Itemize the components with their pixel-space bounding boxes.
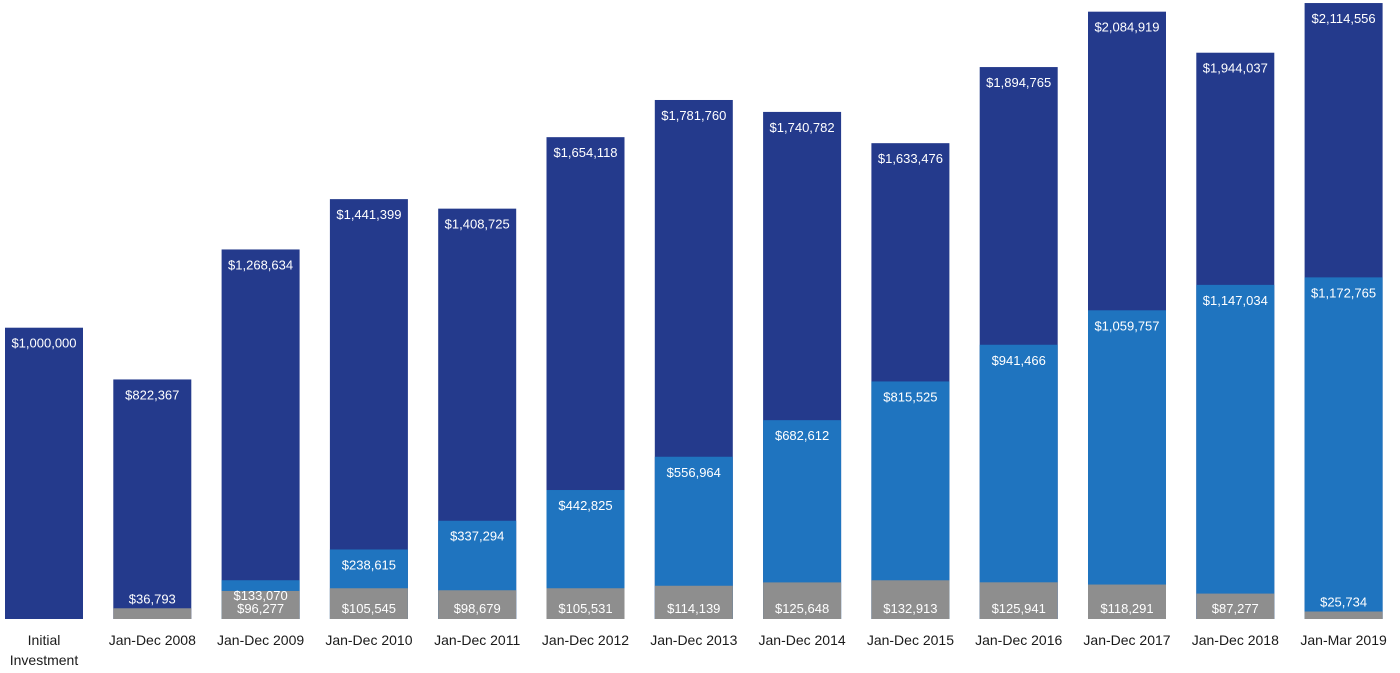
data-label: $133,070 [233,588,287,603]
bar-series-2 [871,381,950,619]
x-tick-label: Jan-Dec 2018 [1192,632,1279,648]
data-label: $1,408,725 [445,217,510,232]
data-label: $682,612 [775,428,829,443]
bar-series-3 [546,588,625,619]
x-tick-label: Jan-Dec 2014 [759,632,846,648]
x-tick-label: Investment [10,652,79,668]
data-label: $1,944,037 [1203,61,1268,76]
data-label: $118,291 [1100,601,1153,616]
data-label: $1,633,476 [878,151,943,166]
bar-series-3 [763,582,842,619]
bar-series-3 [1088,584,1166,619]
data-label: $98,679 [454,601,501,616]
data-label: $132,913 [883,601,937,616]
data-label: $1,441,399 [336,207,401,222]
data-label: $2,084,919 [1094,20,1159,35]
bar-series-2 [1304,277,1383,619]
data-label: $1,147,034 [1203,293,1268,308]
data-label: $1,781,760 [661,108,726,123]
bar-series-2 [1196,284,1275,619]
bar-series-3 [979,582,1058,619]
x-tick-label: Jan-Dec 2013 [650,632,737,648]
data-label: $1,654,118 [553,145,617,160]
data-label: $815,525 [883,389,937,404]
data-label: $125,648 [775,601,829,616]
x-tick-label: Jan-Dec 2011 [434,632,520,648]
x-tick-label: Jan-Dec 2010 [325,632,412,648]
data-label: $96,277 [237,601,284,616]
bar-series-3 [221,590,300,619]
data-label: $941,466 [992,353,1046,368]
bar-series-1 [5,327,83,619]
data-label: $25,734 [1320,595,1367,610]
data-label: $125,941 [992,601,1046,616]
bar-series-2 [979,344,1058,619]
x-tick-label: Jan-Mar 2019 [1300,632,1387,648]
data-label: $1,268,634 [228,257,293,272]
data-label: $556,964 [667,465,721,480]
bar-series-3 [1196,593,1275,619]
bar-series-3 [113,608,192,619]
data-label: $36,793 [129,591,176,606]
x-tick-label: Jan-Dec 2015 [867,632,954,648]
data-label: $1,740,782 [770,120,835,135]
data-label: $114,139 [667,601,720,616]
x-tick-label: Jan-Dec 2016 [975,632,1062,648]
bar-series-1 [221,249,300,619]
x-tick-label: Jan-Dec 2009 [217,632,304,648]
data-label: $337,294 [450,529,504,544]
data-label: $87,277 [1212,601,1259,616]
bar-series-3 [654,585,733,619]
data-label: $822,367 [125,387,179,402]
bar-series-3 [871,580,950,619]
data-label: $105,545 [342,601,396,616]
data-label: $1,059,757 [1094,318,1159,333]
x-tick-label: Initial [28,632,61,648]
data-label: $442,825 [558,498,612,513]
data-label: $1,172,765 [1311,285,1376,300]
bar-series-1 [329,199,408,619]
data-label: $105,531 [558,601,612,616]
bar-series-3 [329,588,408,619]
bar-series-3 [1304,611,1383,619]
bar-series-3 [438,590,517,619]
data-label: $238,615 [342,557,396,572]
data-label: $1,000,000 [11,336,76,351]
x-tick-label: Jan-Dec 2008 [109,632,196,648]
x-tick-label: Jan-Dec 2017 [1083,632,1170,648]
data-label: $2,114,556 [1312,11,1376,26]
bar-series-1 [113,379,192,619]
data-label: $1,894,765 [986,75,1051,90]
bar-series-2 [1088,310,1166,619]
x-tick-label: Jan-Dec 2012 [542,632,629,648]
